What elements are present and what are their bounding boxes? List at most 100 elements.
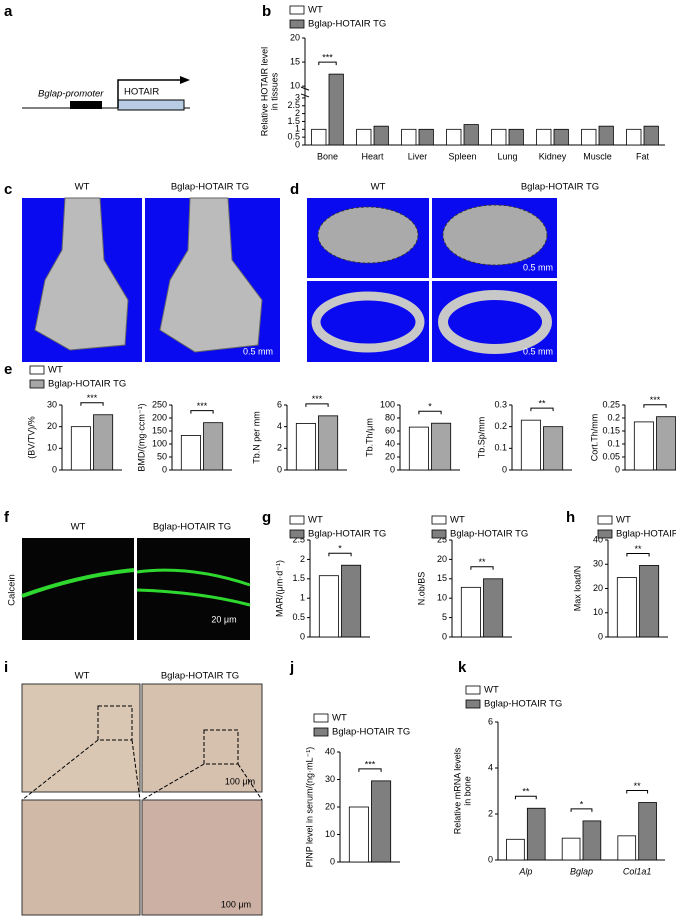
y-tick-label: 0.15 <box>602 425 620 435</box>
fluorescence-image <box>137 538 250 640</box>
y-tick-label: 2 <box>488 808 493 818</box>
bar <box>371 780 392 863</box>
y-axis-label: Tb.Th/μm <box>364 418 374 457</box>
bar <box>180 435 201 471</box>
y-tick-label: 4 <box>488 762 493 772</box>
y-tick-label: 0 <box>442 631 447 641</box>
y-axis-label: BMD/(mg·ccm⁻¹) <box>136 403 146 471</box>
y-tick-label: 25 <box>437 534 447 544</box>
zoom-box <box>203 729 239 765</box>
bar <box>643 125 659 146</box>
y-tick-label: 50 <box>157 451 167 461</box>
trabecular-bone <box>317 206 419 264</box>
y-tick-label: 200 <box>152 412 167 422</box>
image-label: WT <box>71 522 86 533</box>
y-tick-label: 0.05 <box>602 451 620 461</box>
panel-letter: g <box>262 509 271 526</box>
bar <box>491 128 507 146</box>
bar <box>508 128 524 146</box>
legend-label: WT <box>48 365 63 376</box>
legend-label: WT <box>450 515 465 526</box>
panel-letter: d <box>290 181 299 198</box>
x-tick-label: Bglap <box>570 866 593 876</box>
bar <box>598 125 614 146</box>
legend-swatch <box>29 365 45 375</box>
promoter-label: Bglap-promoter <box>38 89 104 100</box>
femur <box>159 197 263 353</box>
significance-label: * <box>338 544 342 554</box>
significance-bracket <box>80 402 104 406</box>
significance-label: ** <box>478 557 486 567</box>
bar <box>70 426 91 471</box>
y-tick-label: 0.2 <box>494 421 507 431</box>
zoom-line <box>21 739 263 801</box>
x-tick-label: Col1a1 <box>623 866 652 876</box>
y-tick-label: 1 <box>295 124 300 134</box>
legend-label: Bglap-HOTAIR TG <box>332 727 410 738</box>
panel-letter: f <box>4 509 10 526</box>
legend-label: WT <box>308 515 323 526</box>
bar <box>295 423 316 471</box>
tss-arrow <box>117 79 180 108</box>
panel-letter: e <box>4 361 12 378</box>
y-tick-label: 10 <box>47 443 57 453</box>
y-tick-label: 2.5 <box>292 534 305 544</box>
y-tick-label: 10 <box>437 593 447 603</box>
significance-label: *** <box>322 52 333 62</box>
legend-swatch <box>431 529 447 539</box>
significance-bracket <box>470 566 494 570</box>
trabecular-bone <box>442 204 548 266</box>
bar <box>373 125 389 146</box>
histology-image <box>21 683 141 793</box>
y-axis-label: in bone <box>462 776 472 806</box>
y-tick-label: 0 <box>277 464 282 474</box>
scale-bar-label: 100 μm <box>221 899 251 909</box>
legend-label: Bglap-HOTAIR TG <box>450 529 528 540</box>
y-axis-label: Max load/N <box>572 566 582 612</box>
y-axis-label: MAR/(μm·d⁻¹) <box>274 560 284 617</box>
y-tick-label: 20 <box>47 421 57 431</box>
legend-swatch <box>289 19 305 29</box>
significance-bracket <box>570 808 593 812</box>
bar <box>633 421 654 471</box>
y-tick-label: 0 <box>300 631 305 641</box>
legend-label: WT <box>484 685 499 696</box>
x-tick-label: Bone <box>317 151 338 161</box>
legend-label: Bglap-HOTAIR TG <box>616 529 676 540</box>
bar <box>617 835 637 861</box>
bar <box>318 415 339 471</box>
bar <box>483 578 504 638</box>
panel-letter: k <box>458 659 467 676</box>
legend-swatch <box>313 713 329 723</box>
x-tick-label: Kidney <box>539 151 567 161</box>
zoom-box <box>97 705 133 741</box>
bar <box>431 422 452 471</box>
y-tick-label: 30 <box>325 774 335 784</box>
significance-bracket <box>318 61 337 66</box>
significance-label: *** <box>197 401 208 411</box>
bar <box>328 73 344 146</box>
significance-bracket <box>514 795 537 800</box>
bar <box>626 128 642 146</box>
bar <box>639 565 660 638</box>
significance-bracket <box>626 552 650 557</box>
y-axis-label: Relative HOTAIR level <box>259 47 269 136</box>
legend-label: WT <box>332 713 347 724</box>
legend-swatch <box>465 699 481 709</box>
bar <box>526 807 546 861</box>
significance-bracket <box>358 768 382 772</box>
legend-swatch <box>597 515 613 525</box>
bar <box>506 838 525 861</box>
bar <box>581 128 597 146</box>
legend-label: Bglap-HOTAIR TG <box>308 529 386 540</box>
significance-bracket <box>626 790 649 794</box>
x-tick-label: Spleen <box>448 151 476 161</box>
y-axis-label: Relative mRNA levels <box>452 747 462 834</box>
x-tick-label: Lung <box>497 151 517 161</box>
calcein-line <box>136 568 251 607</box>
bar <box>582 820 602 861</box>
panel-letter: b <box>262 3 271 20</box>
gene-box <box>117 99 185 111</box>
